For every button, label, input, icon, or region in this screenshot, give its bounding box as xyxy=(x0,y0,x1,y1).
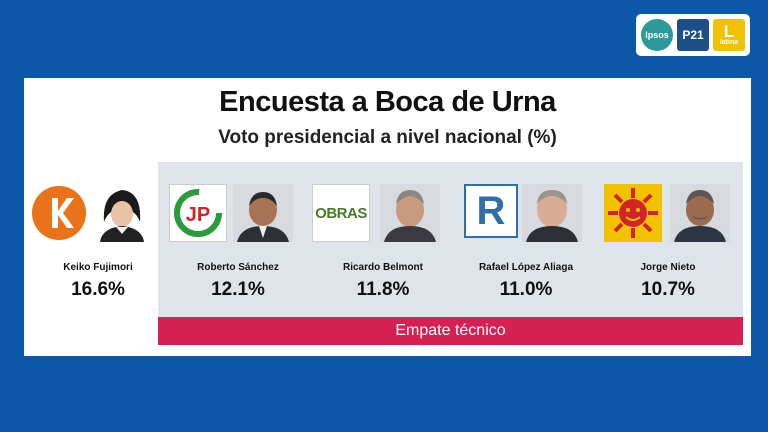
latina-logo: L latina xyxy=(713,19,745,51)
candidate-percent: 11.0% xyxy=(499,279,553,300)
r-party-icon: R xyxy=(464,184,518,238)
latina-logo-mark: L xyxy=(723,22,735,41)
k-party-icon xyxy=(30,184,88,242)
candidate-name: Keiko Fujimori xyxy=(63,262,133,273)
jp-party-text: JP xyxy=(186,204,210,226)
candidate-card: R Rafael López Aliaga 11.0% xyxy=(452,184,600,301)
candidate-percent: 12.1% xyxy=(211,279,265,300)
candidate-name: Jorge Nieto xyxy=(640,262,696,273)
obras-party-text: OBRAS xyxy=(315,204,367,222)
poll-subtitle: Voto presidencial a nivel nacional (%) xyxy=(218,127,557,148)
technical-tie-label: Empate técnico xyxy=(395,322,506,339)
sun-party-icon xyxy=(604,184,662,242)
candidate-name: Rafael López Aliaga xyxy=(478,262,574,273)
poll-card: Encuesta a Boca de Urna Voto presidencia… xyxy=(24,78,751,356)
jp-party-icon: JP xyxy=(169,184,227,242)
candidate-name: Ricardo Belmont xyxy=(342,262,423,273)
obras-party-icon: OBRAS xyxy=(312,184,370,242)
candidate-photo xyxy=(233,184,293,242)
r-party-text: R xyxy=(476,188,506,233)
candidate-card: OBRAS Ricardo Belmont 11.8% xyxy=(309,184,457,301)
candidate-photo xyxy=(522,184,582,242)
p21-logo: P21 xyxy=(677,19,709,51)
ipsos-logo: Ipsos xyxy=(641,19,673,51)
candidate-card: JP Roberto Sánchez 12.1% xyxy=(164,184,312,301)
candidate-percent: 10.7% xyxy=(641,279,695,300)
poll-title: Encuesta a Boca de Urna xyxy=(219,86,556,118)
candidate-photo xyxy=(670,184,730,242)
p21-logo-text: P21 xyxy=(682,28,704,42)
candidate-card: Jorge Nieto 10.7% xyxy=(594,184,742,301)
candidate-photo xyxy=(92,184,152,242)
candidate-percent: 16.6% xyxy=(71,279,125,300)
technical-tie-band: Empate técnico xyxy=(158,317,743,345)
candidate-photo xyxy=(380,184,440,242)
candidate-percent: 11.8% xyxy=(356,279,410,300)
candidate-card: Keiko Fujimori 16.6% xyxy=(24,184,172,301)
candidate-name: Roberto Sánchez xyxy=(197,262,279,273)
latina-logo-text: latina xyxy=(719,39,739,46)
ipsos-logo-text: Ipsos xyxy=(645,30,669,40)
broadcaster-logos: Ipsos P21 L latina xyxy=(636,14,750,56)
